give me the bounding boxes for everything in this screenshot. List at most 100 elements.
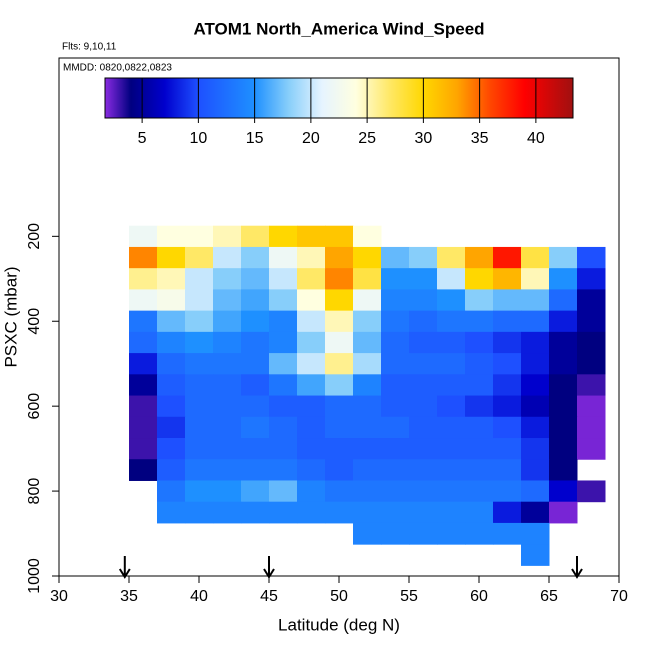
cell bbox=[157, 374, 186, 397]
cell bbox=[157, 331, 186, 354]
cell bbox=[549, 310, 578, 333]
cell bbox=[353, 395, 382, 418]
cell bbox=[381, 459, 410, 481]
cell bbox=[325, 268, 354, 290]
cell bbox=[157, 480, 186, 503]
cell bbox=[521, 438, 550, 460]
cell bbox=[437, 395, 466, 418]
overlay: 30 35 40 45 50 55 60 65 70 200 400 600 800 1000 5 10 15 2… bbox=[26, 57, 628, 605]
arrow bbox=[571, 556, 583, 579]
cell bbox=[409, 246, 438, 269]
cell bbox=[297, 501, 326, 524]
cell bbox=[269, 310, 298, 333]
cell bbox=[549, 480, 578, 503]
cell bbox=[353, 310, 382, 333]
cell bbox=[521, 544, 550, 566]
cell bbox=[241, 289, 270, 312]
cell bbox=[465, 438, 494, 460]
cell bbox=[409, 353, 438, 375]
cell bbox=[325, 331, 354, 354]
cell bbox=[465, 459, 494, 481]
cells bbox=[129, 225, 606, 566]
cell bbox=[549, 416, 578, 439]
cell bbox=[213, 416, 242, 439]
cell bbox=[353, 374, 382, 397]
cell bbox=[409, 310, 438, 333]
cell bbox=[353, 522, 382, 545]
cell bbox=[409, 501, 438, 524]
cell bbox=[465, 501, 494, 524]
cell bbox=[129, 246, 158, 269]
cell bbox=[409, 416, 438, 439]
cell bbox=[549, 459, 578, 481]
cell bbox=[241, 501, 270, 524]
y-tick-label: 200 bbox=[26, 223, 43, 250]
cell bbox=[297, 416, 326, 439]
cell bbox=[353, 289, 382, 312]
cell bbox=[297, 331, 326, 354]
cell bbox=[549, 331, 578, 354]
cell bbox=[437, 501, 466, 524]
cell bbox=[577, 353, 606, 375]
cell bbox=[437, 353, 466, 375]
cell bbox=[381, 268, 410, 290]
cell bbox=[465, 395, 494, 418]
cell bbox=[381, 374, 410, 397]
cell bbox=[129, 416, 158, 439]
cell bbox=[269, 374, 298, 397]
cell bbox=[521, 374, 550, 397]
cell bbox=[521, 459, 550, 481]
x-tick-label: 60 bbox=[470, 588, 488, 605]
cell bbox=[325, 438, 354, 460]
cell bbox=[577, 480, 606, 503]
cell bbox=[269, 268, 298, 290]
cell bbox=[437, 522, 466, 545]
cell bbox=[465, 246, 494, 269]
x-axis-label: Latitude (deg N) bbox=[278, 615, 400, 634]
cell bbox=[353, 225, 382, 248]
cell bbox=[241, 268, 270, 290]
colorbar bbox=[104, 77, 574, 119]
cell bbox=[213, 225, 242, 248]
y-tick-label: 800 bbox=[26, 478, 43, 505]
cell bbox=[521, 310, 550, 333]
cell bbox=[577, 374, 606, 397]
cell bbox=[241, 480, 270, 503]
cell bbox=[577, 268, 606, 290]
cell bbox=[381, 353, 410, 375]
cell bbox=[297, 395, 326, 418]
cell bbox=[437, 246, 466, 269]
cell bbox=[297, 246, 326, 269]
cell bbox=[213, 331, 242, 354]
cell bbox=[129, 438, 158, 460]
cell bbox=[325, 310, 354, 333]
x-tick-label: 55 bbox=[400, 588, 418, 605]
cell bbox=[157, 268, 186, 290]
cell bbox=[185, 310, 214, 333]
cell bbox=[409, 289, 438, 312]
cell bbox=[185, 438, 214, 460]
cell bbox=[353, 501, 382, 524]
cell bbox=[241, 246, 270, 269]
cell bbox=[129, 459, 158, 481]
cell bbox=[409, 459, 438, 481]
cell bbox=[241, 459, 270, 481]
cell bbox=[269, 459, 298, 481]
cell bbox=[549, 395, 578, 418]
cell bbox=[241, 310, 270, 333]
cell bbox=[129, 395, 158, 418]
cell bbox=[577, 416, 606, 439]
cell bbox=[157, 416, 186, 439]
cell bbox=[437, 268, 466, 290]
y-tick-label: 1000 bbox=[26, 558, 43, 594]
cell bbox=[521, 501, 550, 524]
cell bbox=[381, 310, 410, 333]
cell bbox=[381, 501, 410, 524]
cell bbox=[549, 246, 578, 269]
cell bbox=[241, 374, 270, 397]
cell bbox=[493, 374, 522, 397]
colorbar-tick-label: 5 bbox=[138, 130, 147, 147]
cell bbox=[493, 438, 522, 460]
cell bbox=[577, 246, 606, 269]
cell bbox=[241, 225, 270, 248]
